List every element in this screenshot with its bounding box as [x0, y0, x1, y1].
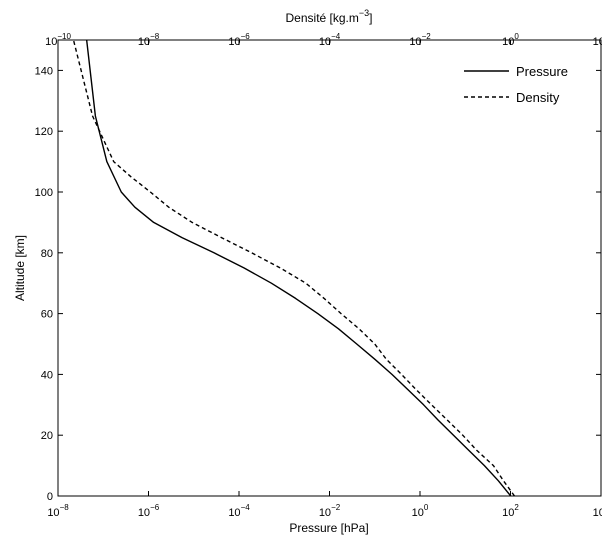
x2-tick-label: 10−8	[138, 32, 160, 48]
x2-tick-label: 10−6	[228, 32, 250, 48]
x2-axis-title: Densité [kg.m−3]	[286, 8, 373, 25]
x-axis-title: Pressure [hPa]	[289, 521, 368, 535]
y-tick-label: 80	[41, 248, 53, 260]
y-tick-label: 120	[35, 126, 53, 138]
y-tick-label: 0	[47, 491, 53, 503]
x2-tick-label: 10−2	[409, 32, 431, 48]
x-tick-label: 102	[502, 503, 519, 519]
x2-tick-label: 10−4	[319, 32, 341, 48]
y-tick-label: 40	[41, 369, 53, 381]
y-tick-label: 60	[41, 309, 53, 321]
y-tick-label: 100	[35, 187, 53, 199]
series-line-pressure	[85, 39, 512, 497]
y-tick-label: 20	[41, 430, 53, 442]
x-tick-label: 10−8	[47, 503, 69, 519]
x-tick-label: 100	[412, 503, 429, 519]
plot-area	[57, 39, 602, 497]
x-tick-label: 10−2	[319, 503, 341, 519]
y-axis-title: Altitude [km]	[13, 235, 27, 301]
y-tick-label: 140	[35, 65, 53, 77]
legend-density-label: Density	[516, 90, 560, 105]
x-tick-label: 10−6	[138, 503, 160, 519]
legend-pressure-label: Pressure	[516, 64, 568, 79]
legend: Pressure Density	[464, 64, 568, 105]
series-line-density	[72, 39, 516, 497]
x-tick-label: 10−4	[228, 503, 250, 519]
curves	[72, 39, 516, 497]
tick-labels: 10−8 10−6 10−4 10−2 100 102 104 10−10 10−8 10−6 10…	[35, 32, 602, 519]
x2-tick-label: 100	[502, 32, 519, 48]
x2-tick-label: 10−10	[45, 32, 71, 48]
x-tick-label: 104	[593, 503, 602, 519]
x2-tick-label: 102	[593, 32, 602, 48]
